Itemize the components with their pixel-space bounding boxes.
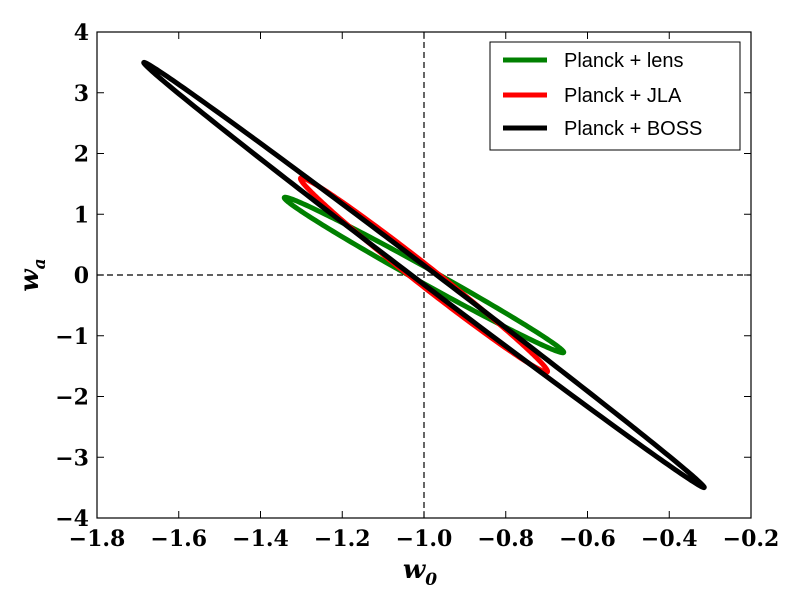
x-tick-label: −1.2 (314, 526, 371, 552)
reference-lines (97, 32, 751, 518)
y-axis-ticks: −4 −3 −2 −1 0 1 2 3 4 (55, 20, 751, 532)
y-tick-label: 0 (74, 263, 89, 289)
legend: Planck + lens Planck + JLA Planck + BOSS (489, 41, 741, 151)
x-tick-label: −1.0 (396, 526, 453, 552)
contour-group (141, 59, 707, 491)
y-tick-label: −4 (55, 506, 89, 532)
y-tick-label: 1 (74, 202, 89, 228)
contour-planck-lens (281, 194, 567, 356)
x-axis-ticks: −1.8 −1.6 −1.4 −1.2 −1.0 −0.8 −0.6 −0.4 −0.2 (69, 32, 780, 552)
x-tick-label: −0.2 (723, 526, 780, 552)
contour-planck-boss (141, 59, 707, 491)
y-tick-label: 4 (74, 20, 89, 46)
legend-label-planck-jla: Planck + JLA (564, 85, 682, 107)
x-tick-label: −1.6 (150, 526, 207, 552)
y-tick-label: 3 (74, 81, 89, 107)
y-axis-label: wa (15, 258, 50, 291)
legend-label-planck-lens: Planck + lens (564, 50, 684, 72)
x-tick-label: −0.4 (641, 526, 698, 552)
x-tick-label: −1.8 (69, 526, 126, 552)
x-axis-label: w0 (403, 555, 437, 590)
y-tick-label: −1 (55, 324, 89, 350)
y-tick-label: −3 (55, 445, 89, 471)
x-tick-label: −1.4 (232, 526, 289, 552)
y-tick-label: 2 (74, 142, 89, 168)
x-tick-label: −0.8 (477, 526, 534, 552)
y-tick-label: −2 (55, 385, 89, 411)
legend-label-planck-boss: Planck + BOSS (564, 118, 702, 140)
x-tick-label: −0.6 (559, 526, 616, 552)
